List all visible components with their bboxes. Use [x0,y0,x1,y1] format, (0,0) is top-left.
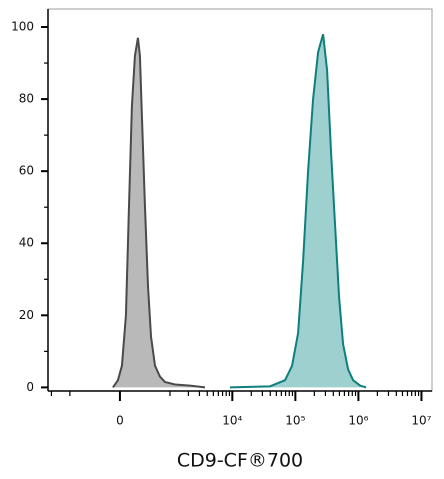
plot-frame [47,8,433,392]
histogram-line [112,37,206,389]
x-tick-label: 10⁶ [348,414,368,428]
y-tick-label: 20 [19,308,34,322]
histogram-fill [112,37,206,388]
y-tick-label: 60 [19,164,34,178]
y-tick-label: 0 [26,380,34,394]
y-tick-label: 40 [19,236,34,250]
x-axis-title: CD9-CF®700 [177,450,303,472]
x-tick-label: 10⁵ [285,414,305,428]
x-tick-label: 0 [116,414,124,428]
x-tick-label: 10⁷ [411,414,431,428]
y-tick-label: 80 [19,92,34,106]
histogram-fill [230,34,367,388]
y-tick-label: 100 [11,20,34,34]
histogram-line [229,33,367,389]
x-tick-label: 10⁴ [222,414,242,428]
